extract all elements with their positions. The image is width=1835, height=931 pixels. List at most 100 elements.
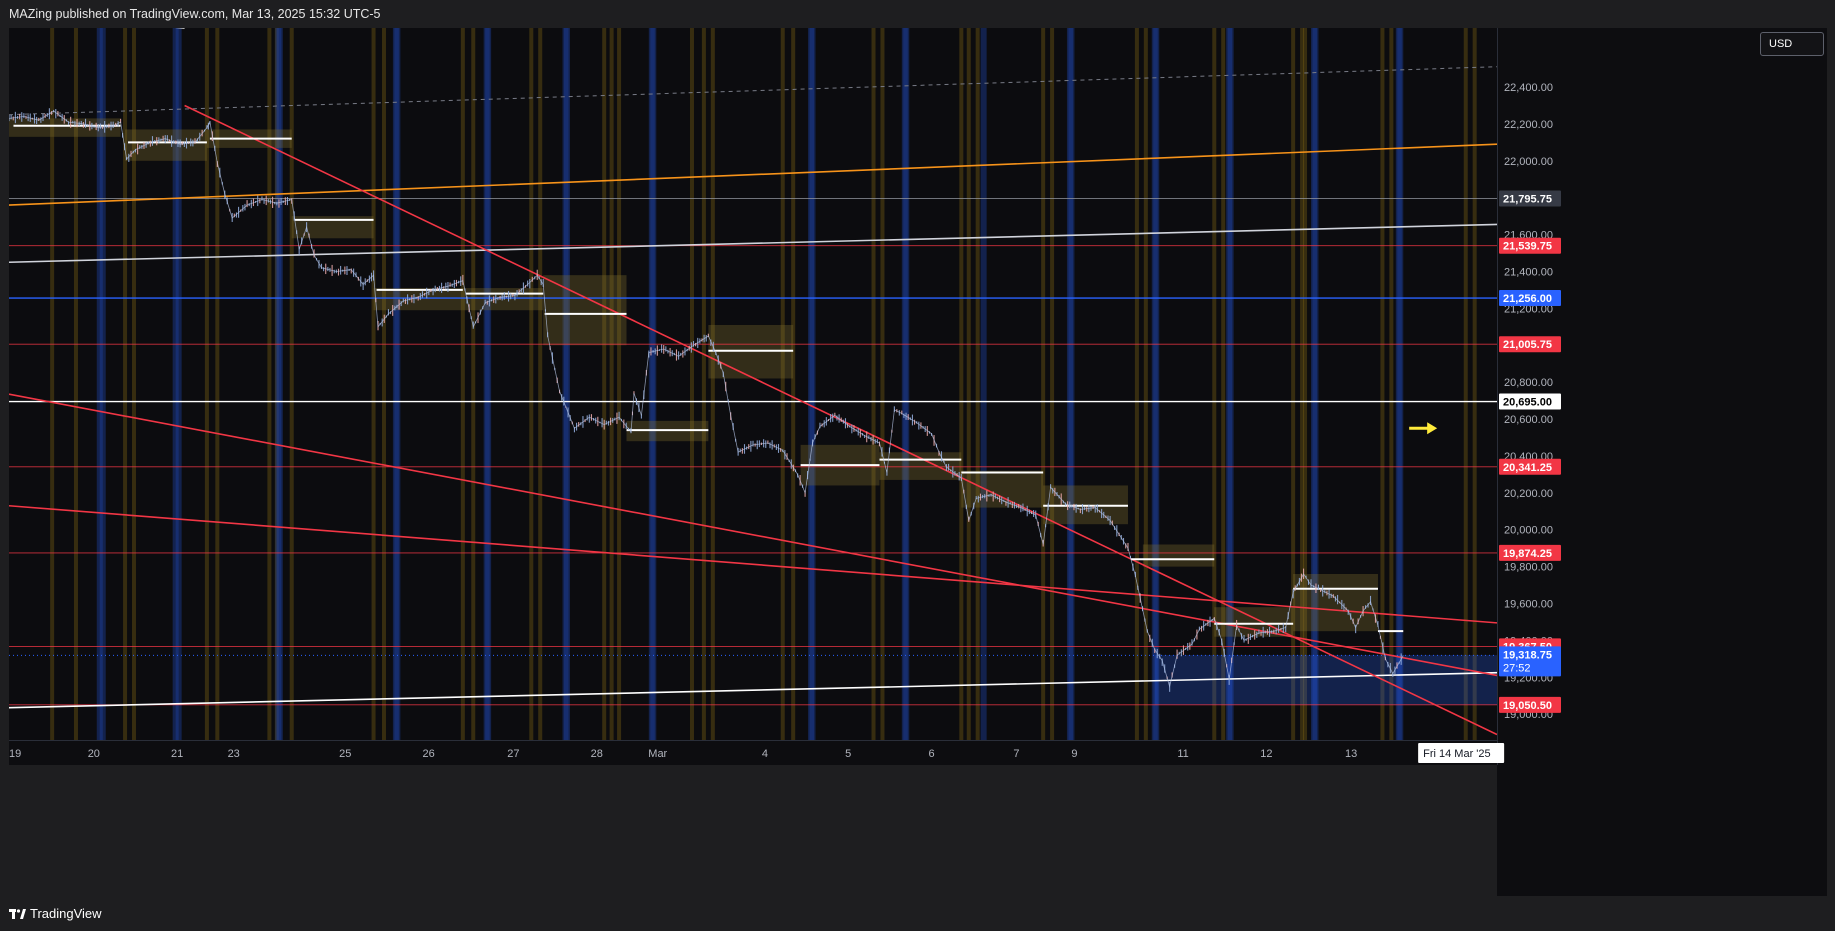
session-band-gold [215, 28, 220, 740]
session-band-gold [460, 28, 465, 740]
price-tick-label: 20,000.00 [1504, 525, 1553, 537]
chart-area[interactable]: 22,400.00 22,200.00 22,000.00 21,600.00 21,4… [9, 28, 1827, 901]
time-tick-label: 5 [845, 748, 851, 760]
session-band-blue [903, 28, 910, 740]
session-band-gold [959, 28, 964, 740]
session-band-gold [1389, 28, 1394, 740]
session-band-blue [648, 28, 655, 740]
session-band-gold [267, 28, 272, 740]
session-band-gold [538, 28, 543, 740]
session-band-blue [809, 28, 816, 740]
current-date-badge [1418, 743, 1505, 763]
session-band-gold [123, 28, 128, 740]
time-tick-label: 21 [171, 748, 183, 760]
price-level-badge [1499, 336, 1561, 353]
session-band-gold [529, 28, 534, 740]
range-box [291, 216, 374, 239]
session-band-blue [1227, 28, 1234, 740]
session-band-blue [980, 28, 987, 740]
price-level-badge [1499, 393, 1561, 410]
session-band-gold [73, 28, 78, 740]
time-tick-label: 26 [422, 748, 434, 760]
time-tick-label: 7 [1013, 748, 1019, 760]
range-box [1214, 607, 1294, 637]
trend-line [9, 223, 1497, 264]
range-box [543, 275, 627, 346]
session-band-blue [1151, 28, 1158, 740]
session-band-gold [617, 28, 622, 740]
time-tick-label: 11 [1177, 748, 1188, 760]
range-box [462, 288, 544, 311]
time-tick-label: 9 [1071, 748, 1077, 760]
session-band-gold [1134, 28, 1139, 740]
range-box [1293, 573, 1378, 632]
session-band-gold [1303, 28, 1308, 740]
current-date-label: Fri 14 Mar '25 [1423, 748, 1491, 760]
session-band-blue [1226, 28, 1233, 740]
price-level-badge-label: 21,005.75 [1503, 339, 1552, 351]
price-tick-label: 21,400.00 [1504, 266, 1553, 278]
time-tick-label: 6 [928, 748, 934, 760]
chart-svg[interactable]: 22,400.0022,200.0022,000.0021,600.0021,4… [9, 28, 1827, 896]
session-band-gold [966, 28, 971, 740]
session-band-gold [274, 28, 279, 740]
session-band-gold [1041, 28, 1046, 740]
price-level-badge [1499, 696, 1561, 713]
session-band-gold [1221, 28, 1226, 740]
price-level-badge-label: 20,341.25 [1503, 462, 1552, 474]
session-band-gold [1212, 28, 1217, 740]
session-band-gold [1472, 28, 1477, 740]
time-tick-label: 13 [1345, 748, 1357, 760]
future-arrow-icon [1427, 422, 1438, 435]
plot-background [9, 28, 1497, 740]
session-band-gold [880, 28, 885, 740]
price-level-badge-label: 20,695.00 [1503, 397, 1552, 409]
trend-line [9, 393, 1497, 677]
price-level-badge [1499, 544, 1561, 561]
tradingview-brand[interactable]: TradingView [9, 906, 102, 921]
top-bar: MAZing published on TradingView.com, Mar… [0, 0, 1835, 28]
time-tick-label: 28 [591, 748, 603, 760]
session-band-gold [381, 28, 386, 740]
currency-selector[interactable]: USD [1760, 32, 1824, 56]
session-band-blue [1397, 28, 1404, 740]
session-band-blue [276, 28, 283, 740]
session-band-blue [175, 28, 182, 740]
session-band-gold [710, 28, 715, 740]
session-band-gold [131, 28, 136, 740]
session-band-gold [1300, 28, 1305, 740]
session-band-blue [96, 28, 103, 740]
price-tick-label: 20,200.00 [1504, 488, 1553, 500]
session-band-blue [275, 28, 282, 740]
price-level-badge-label: 21,256.00 [1503, 293, 1552, 305]
plot-layer [9, 28, 1497, 740]
time-tick-label: 4 [762, 748, 768, 760]
session-band-blue [392, 28, 399, 740]
time-tick-label: Mar [648, 748, 667, 760]
price-level-badge-label: 19,874.25 [1503, 548, 1552, 560]
price-tick-label: 19,800.00 [1504, 562, 1553, 574]
time-scale-background [9, 740, 1497, 765]
time-tick-label: 27 [507, 748, 519, 760]
price-level-badge-label: 21,795.75 [1503, 193, 1552, 205]
publisher-line: MAZing published on TradingView.com, Mar… [9, 7, 381, 21]
session-band-gold [701, 28, 706, 740]
price-level-badge [1499, 237, 1561, 254]
session-band-blue [901, 28, 908, 740]
trend-line [9, 143, 1497, 206]
session-band-blue [1310, 28, 1317, 740]
price-level-badge [1499, 458, 1561, 475]
session-band-gold [871, 28, 876, 740]
session-band-gold [1143, 28, 1148, 740]
session-band-gold [1463, 28, 1468, 740]
time-tick-label: 12 [1260, 748, 1272, 760]
session-band-gold [780, 28, 785, 740]
price-tick-label: 20,600.00 [1504, 414, 1553, 426]
session-band-blue [1153, 28, 1160, 740]
price-tick-label: 22,200.00 [1504, 119, 1553, 131]
session-band-gold [1291, 28, 1296, 740]
price-tick-label: 21,200.00 [1504, 303, 1553, 315]
price-level-badge [1499, 190, 1561, 207]
time-tick-label: 20 [88, 748, 100, 760]
session-band-gold [50, 28, 55, 740]
